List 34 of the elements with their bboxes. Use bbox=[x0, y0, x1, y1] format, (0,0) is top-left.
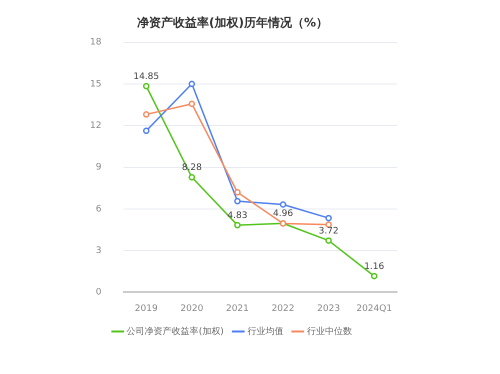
y-tick-label: 18 bbox=[90, 38, 102, 48]
point bbox=[188, 174, 196, 181]
point bbox=[325, 214, 332, 222]
point bbox=[143, 82, 150, 90]
point bbox=[370, 272, 378, 280]
y-tick-label: 6 bbox=[96, 204, 102, 214]
point bbox=[143, 111, 150, 118]
y-tick-label: 3 bbox=[96, 246, 102, 256]
point bbox=[188, 100, 196, 108]
point bbox=[234, 189, 241, 196]
y-tick-label: 9 bbox=[96, 162, 102, 173]
point bbox=[325, 237, 332, 244]
x-tick-label: 2021 bbox=[226, 304, 249, 314]
point bbox=[234, 222, 241, 228]
y-tick-label: 0 bbox=[96, 288, 102, 298]
x-tick-label: 2023 bbox=[317, 304, 340, 314]
x-tick-label: 2019 bbox=[134, 304, 158, 314]
point bbox=[143, 128, 150, 134]
point bbox=[234, 198, 241, 204]
chart-title: 净资产收益率(加权)历年情况（%） bbox=[137, 15, 328, 30]
x-tick-label: 2020 bbox=[180, 304, 204, 314]
data-label: 1.16 bbox=[364, 262, 384, 272]
data-label: 4.96 bbox=[273, 209, 294, 220]
y-tick-label: 12 bbox=[90, 121, 102, 132]
legend-label: 行业均值 bbox=[247, 326, 284, 337]
y-tick-label: 15 bbox=[90, 79, 102, 90]
legend-label: 公司净资产收益率(加权) bbox=[126, 326, 224, 337]
data-label: 14.85 bbox=[133, 72, 160, 82]
point bbox=[280, 201, 286, 208]
x-tick-label: 2022 bbox=[272, 304, 294, 314]
x-tick-label: 2024Q1 bbox=[356, 304, 392, 314]
legend-label: 行业中位数 bbox=[306, 326, 352, 337]
data-label: 3.72 bbox=[318, 226, 339, 236]
point bbox=[188, 80, 196, 88]
